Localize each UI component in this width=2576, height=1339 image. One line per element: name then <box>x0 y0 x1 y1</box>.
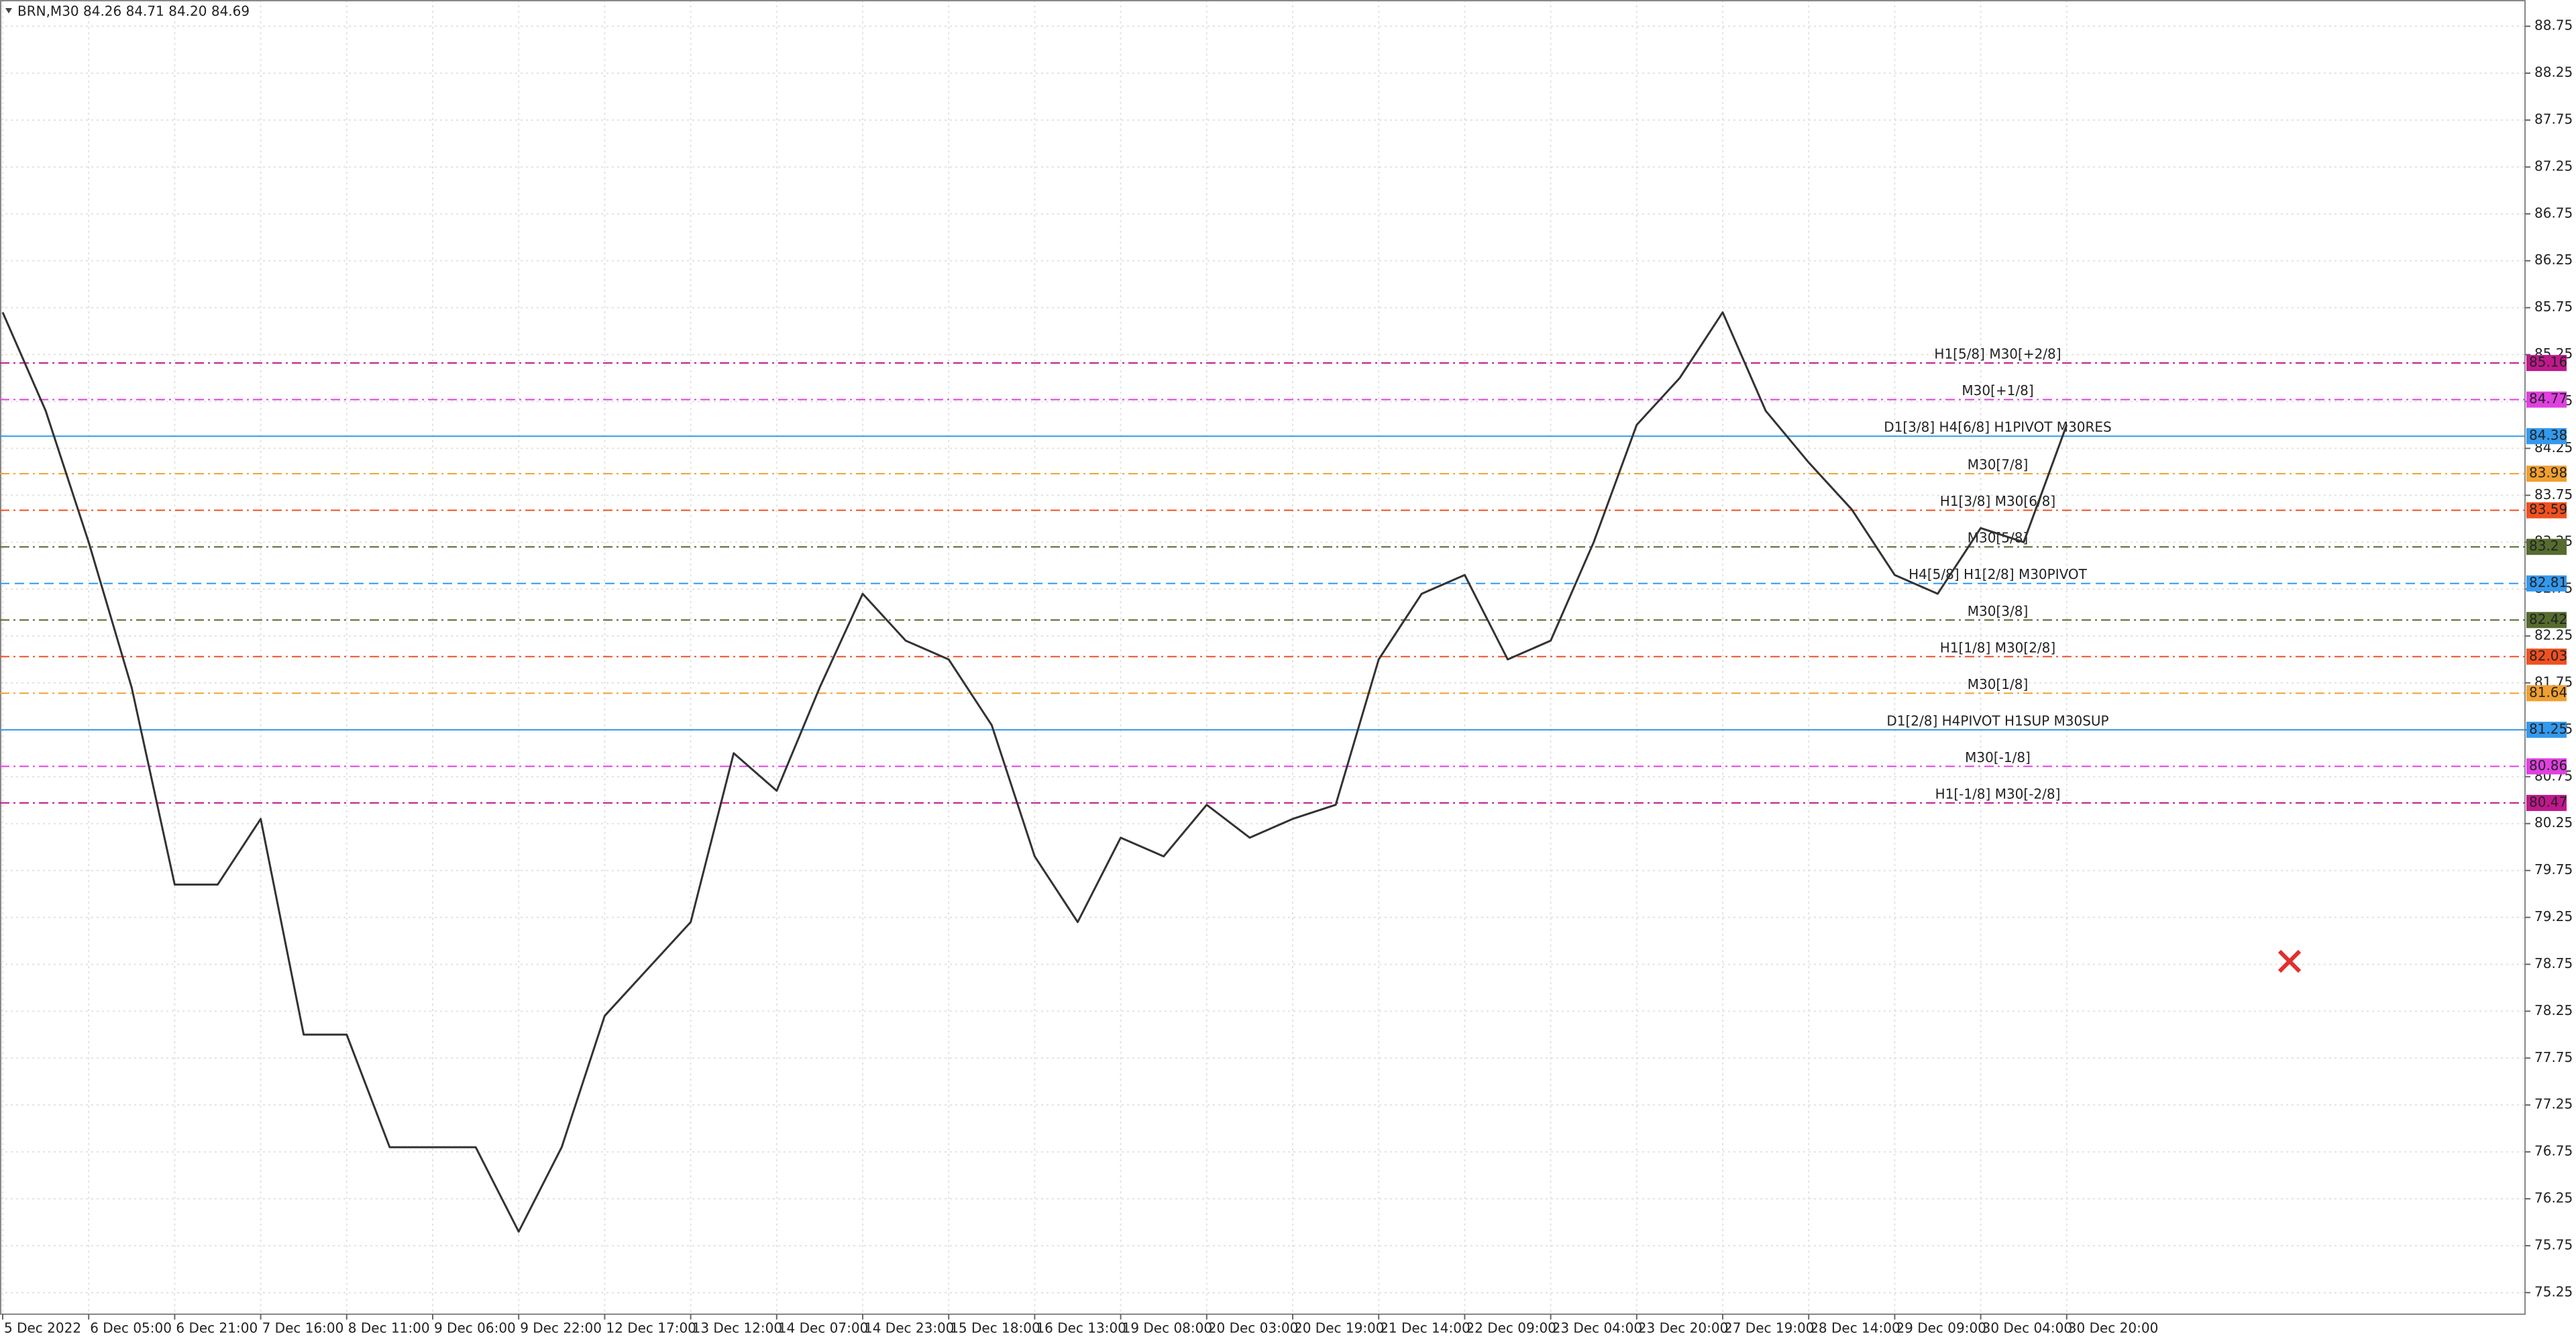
x-tick-label: 6 Dec 21:00 <box>176 1320 258 1336</box>
level-tag-label: 82.42 <box>2529 611 2567 627</box>
y-tick-label: 88.75 <box>2534 17 2573 34</box>
level-tag <box>2526 539 2567 555</box>
level-tag-label: 83.98 <box>2529 465 2567 481</box>
y-tick-label: 83.75 <box>2534 486 2573 502</box>
level-tag <box>2526 612 2567 629</box>
x-tick-label: 15 Dec 18:00 <box>950 1320 1040 1336</box>
x-tick-label: 16 Dec 13:00 <box>1036 1320 1126 1336</box>
plot-frame <box>0 0 2526 1315</box>
x-tick-label: 14 Dec 07:00 <box>778 1320 869 1336</box>
y-tick-label: 87.75 <box>2534 111 2573 127</box>
level-tag-label: 84.38 <box>2529 427 2567 443</box>
y-tick-label: 86.75 <box>2534 205 2573 221</box>
y-tick-label: 85.75 <box>2534 299 2573 315</box>
x-tick-label: 23 Dec 20:00 <box>1638 1320 1729 1336</box>
level-tag <box>2526 758 2567 775</box>
x-stroke <box>2277 949 2302 973</box>
level-tag <box>2526 721 2567 738</box>
level-tag-label: 80.86 <box>2529 757 2567 773</box>
level-tag-label: 84.77 <box>2529 390 2567 407</box>
x-tick-label: 19 Dec 08:00 <box>1122 1320 1213 1336</box>
level-label: H1[5/8] M30[+2/8] <box>1934 346 2061 362</box>
level-label: M30[5/8] <box>1968 530 2029 546</box>
level-label: H1[1/8] M30[2/8] <box>1940 639 2055 655</box>
x-tick-label: 27 Dec 19:00 <box>1724 1320 1815 1336</box>
y-tick-label: 75.75 <box>2534 1236 2573 1252</box>
y-tick-label: 77.75 <box>2534 1049 2573 1065</box>
level-tag-label: 83.59 <box>2529 501 2567 517</box>
x-tick-label: 21 Dec 14:00 <box>1380 1320 1470 1336</box>
level-tag <box>2526 355 2567 372</box>
level-tag-label: 81.64 <box>2529 684 2567 700</box>
x-tick-label: 30 Dec 04:00 <box>1982 1320 2073 1336</box>
level-label: M30[+1/8] <box>1962 382 2033 398</box>
y-tick-label: 82.25 <box>2534 627 2573 643</box>
level-tag <box>2526 502 2567 519</box>
x-tick-label: 14 Dec 23:00 <box>864 1320 955 1336</box>
x-tick-label: 30 Dec 20:00 <box>2068 1320 2159 1336</box>
level-label: H1[-1/8] M30[-2/8] <box>1935 786 2061 802</box>
level-tag-label: 81.25 <box>2529 720 2567 737</box>
x-tick-label: 29 Dec 09:00 <box>1896 1320 1986 1336</box>
y-tick-label: 86.25 <box>2534 252 2573 268</box>
x-tick-label: 9 Dec 22:00 <box>520 1320 602 1336</box>
x-tick-label: 5 Dec 2022 <box>4 1320 81 1336</box>
y-tick-label: 80.25 <box>2534 814 2573 831</box>
y-tick-label: 75.25 <box>2534 1283 2573 1299</box>
level-tag <box>2526 794 2567 811</box>
y-tick-label: 88.25 <box>2534 64 2573 81</box>
x-tick-label: 12 Dec 17:00 <box>606 1320 696 1336</box>
y-tick-label: 79.75 <box>2534 861 2573 877</box>
menu-arrow[interactable] <box>5 8 12 13</box>
level-tag-label: 85.16 <box>2529 354 2567 370</box>
y-tick-label: 76.25 <box>2534 1190 2573 1206</box>
level-tag <box>2526 648 2567 665</box>
x-tick-label: 7 Dec 16:00 <box>262 1320 344 1336</box>
level-label: M30[1/8] <box>1968 676 2029 692</box>
y-tick-label: 78.25 <box>2534 1002 2573 1018</box>
x-tick-label: 13 Dec 12:00 <box>692 1320 783 1336</box>
level-label: M30[7/8] <box>1968 457 2029 473</box>
level-label: D1[3/8] H4[6/8] H1PIVOT M30RES <box>1884 419 2112 435</box>
level-label: M30[-1/8] <box>1965 749 2031 765</box>
level-tag-label: 82.03 <box>2529 647 2567 663</box>
x-tick-label: 8 Dec 11:00 <box>348 1320 430 1336</box>
level-label: H4[5/8] H1[2/8] M30PIVOT <box>1909 566 2088 582</box>
price-line <box>1 311 2068 1233</box>
level-tag-label: 83.2 <box>2529 538 2559 554</box>
level-tag <box>2526 575 2567 592</box>
y-tick-label: 77.25 <box>2534 1096 2573 1112</box>
level-tag <box>2526 428 2567 445</box>
level-tag <box>2526 466 2567 482</box>
x-tick-label: 23 Dec 04:00 <box>1552 1320 1643 1336</box>
x-tick-label: 28 Dec 14:00 <box>1810 1320 1900 1336</box>
level-label: D1[2/8] H4PIVOT H1SUP M30SUP <box>1886 712 2108 729</box>
level-tag <box>2526 391 2567 408</box>
y-tick-label: 87.25 <box>2534 158 2573 174</box>
y-tick-label: 78.75 <box>2534 955 2573 971</box>
x-tick-label: 20 Dec 03:00 <box>1208 1320 1299 1336</box>
y-tick-label: 79.25 <box>2534 908 2573 924</box>
x-tick-label: 20 Dec 19:00 <box>1294 1320 1385 1336</box>
level-tag-label: 80.47 <box>2529 794 2567 810</box>
level-label: M30[3/8] <box>1968 603 2029 619</box>
y-tick-label: 76.75 <box>2534 1143 2573 1159</box>
x-tick-label: 6 Dec 05:00 <box>90 1320 172 1336</box>
close-marker <box>2277 949 2302 973</box>
x-tick-label: 22 Dec 09:00 <box>1466 1320 1556 1336</box>
level-tag <box>2526 685 2567 702</box>
level-tag-label: 82.81 <box>2529 574 2567 590</box>
x-tick-label: 9 Dec 06:00 <box>434 1320 516 1336</box>
chart-title: BRN,M30 84.26 84.71 84.20 84.69 <box>17 3 250 19</box>
